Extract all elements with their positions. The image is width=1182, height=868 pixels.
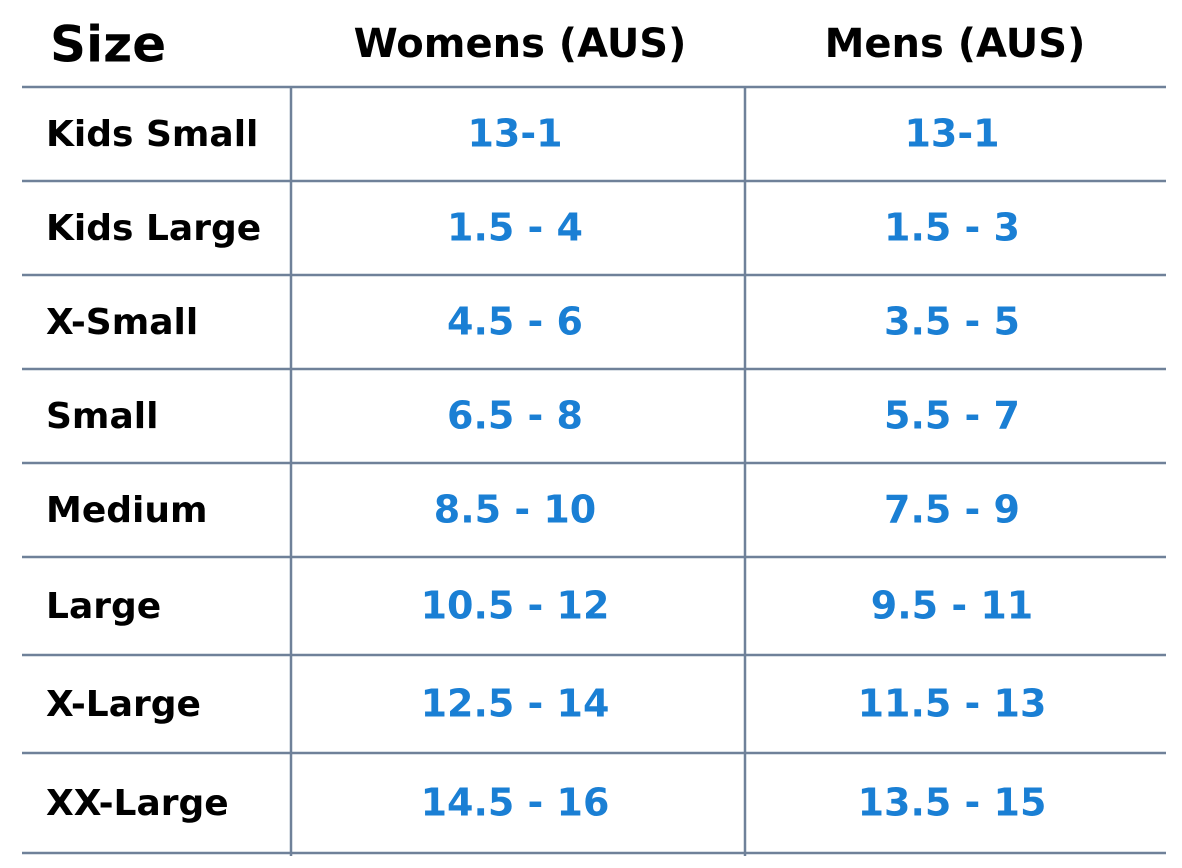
womens-size: 12.5 - 14 xyxy=(421,682,610,726)
mens-size: 13-1 xyxy=(904,112,999,156)
womens-size: 6.5 - 8 xyxy=(447,394,583,438)
size-label: X-Small xyxy=(46,302,198,343)
header-mens: Mens (AUS) xyxy=(825,21,1086,67)
mens-size: 7.5 - 9 xyxy=(884,488,1020,532)
size-label: X-Large xyxy=(46,684,201,725)
womens-size: 4.5 - 6 xyxy=(447,300,583,344)
header-womens: Womens (AUS) xyxy=(354,21,687,67)
womens-size: 8.5 - 10 xyxy=(434,488,596,532)
size-label: XX-Large xyxy=(46,783,229,824)
mens-size: 13.5 - 15 xyxy=(858,781,1047,825)
size-label: Medium xyxy=(46,490,208,531)
size-label: Large xyxy=(46,586,161,627)
womens-size: 1.5 - 4 xyxy=(447,206,583,250)
mens-size: 5.5 - 7 xyxy=(884,394,1020,438)
size-label: Kids Small xyxy=(46,114,258,155)
womens-size: 13-1 xyxy=(467,112,562,156)
mens-size: 11.5 - 13 xyxy=(858,682,1047,726)
header-size: Size xyxy=(50,16,166,74)
womens-size: 10.5 - 12 xyxy=(421,584,610,628)
mens-size: 9.5 - 11 xyxy=(871,584,1033,628)
size-label: Kids Large xyxy=(46,208,261,249)
mens-size: 1.5 - 3 xyxy=(884,206,1020,250)
size-label: Small xyxy=(46,396,158,437)
mens-size: 3.5 - 5 xyxy=(884,300,1020,344)
womens-size: 14.5 - 16 xyxy=(421,781,610,825)
